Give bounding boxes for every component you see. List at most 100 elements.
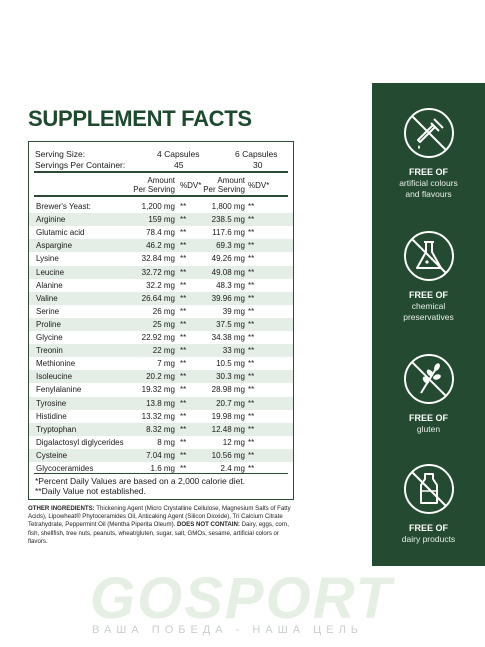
nutrient-name: Leucine — [36, 267, 65, 277]
nutrient-name: Arginine — [36, 215, 66, 225]
amount-4-capsules: 1.6 mg — [150, 464, 175, 473]
footnote-dv: *Percent Daily Values are based on a 2,0… — [35, 476, 246, 486]
nutrient-name: Proline — [36, 319, 61, 329]
nutrient-name: Methionine — [36, 359, 76, 369]
amount-6-capsules: 69.3 mg — [216, 241, 245, 251]
amount-6-capsules: 33 mg — [222, 346, 245, 356]
dv-4-capsules: ** — [180, 280, 187, 290]
amount-4-capsules: 32.84 mg — [141, 254, 175, 264]
nutrient-name: Cysteine — [36, 450, 68, 460]
amount-6-capsules: 39.96 mg — [211, 293, 245, 303]
servings-per-container-label: Servings Per Container: — [35, 160, 126, 170]
per-serving-label: Per Serving — [133, 185, 175, 194]
amount-6-capsules: 49.26 mg — [211, 254, 245, 264]
table-row: Serine 26 mg ** 39 mg ** — [29, 305, 293, 318]
feature-line: and flavours — [405, 189, 452, 199]
col1-servings: 45 — [174, 160, 184, 170]
other-ingredients-label: OTHER INGREDIENTS: — [28, 505, 95, 512]
table-row: Glycine 22.92 mg ** 34.38 mg ** — [29, 331, 293, 344]
amount-4-capsules: 7.04 mg — [146, 450, 175, 460]
feature-line: artificial colours — [399, 178, 458, 188]
nutrient-name: Valine — [36, 293, 58, 303]
dv-4-capsules: ** — [180, 424, 187, 434]
dv-4-capsules: ** — [180, 398, 187, 408]
amount-6-capsules: 2.4 mg — [220, 464, 245, 473]
dv-6-capsules: ** — [248, 228, 255, 238]
feature-title: FREE OF — [408, 167, 448, 177]
dv-6-capsules: ** — [248, 333, 255, 342]
divider-thick — [34, 171, 288, 173]
col2-amount-header: Amount Per Serving — [203, 176, 245, 194]
dv-4-capsules: ** — [180, 333, 187, 342]
dv-6-capsules: ** — [248, 293, 255, 303]
dv-6-capsules: ** — [248, 372, 255, 382]
nutrient-name: Glycine — [36, 333, 63, 342]
amount-6-capsules: 12 mg — [222, 437, 245, 447]
col1-amount-header: Amount Per Serving — [133, 176, 175, 194]
does-not-contain-label: DOES NOT CONTAIN: — [177, 521, 240, 529]
dv-4-capsules: ** — [180, 464, 187, 473]
dv-4-capsules: ** — [180, 202, 187, 211]
amount-4-capsules: 20.2 mg — [146, 372, 175, 382]
nutrient-name: Digalactosyl diglycerides — [36, 437, 124, 447]
amount-6-capsules: 12.48 mg — [211, 424, 245, 434]
table-row: Tryptophan 8.32 mg ** 12.48 mg ** — [29, 422, 293, 436]
watermark-tagline: ВАША ПОБЕДА - НАША ЦЕЛЬ — [92, 624, 364, 636]
feature-title: FREE OF — [408, 413, 448, 423]
other-ingredients: OTHER INGREDIENTS: Thickening Agent (Mic… — [28, 505, 296, 546]
feature-line: chemical — [411, 301, 446, 311]
nutrient-name: Glutamic acid — [36, 228, 85, 238]
dv-4-capsules: ** — [180, 346, 187, 356]
col1-serving-size: 4 Capsules — [157, 149, 200, 159]
amount-4-capsules: 1,200 mg — [141, 202, 175, 211]
table-row: Valine 26.64 mg ** 39.96 mg ** — [29, 291, 293, 305]
amount-4-capsules: 32.2 mg — [146, 280, 175, 290]
amount-4-capsules: 32.72 mg — [141, 267, 175, 277]
amount-6-capsules: 1,800 mg — [211, 202, 245, 211]
amount-6-capsules: 48.3 mg — [216, 280, 245, 290]
amount-6-capsules: 238.5 mg — [211, 215, 245, 225]
amount-6-capsules: 49.08 mg — [211, 267, 245, 277]
dv-4-capsules: ** — [180, 411, 187, 421]
dv-6-capsules: ** — [248, 437, 255, 447]
nutrient-name: Glycoceramides — [36, 464, 94, 473]
table-row: Treonin 22 mg ** 33 mg ** — [29, 344, 293, 358]
amount-4-capsules: 8.32 mg — [146, 424, 175, 434]
dv-6-capsules: ** — [248, 306, 255, 316]
dv-4-capsules: ** — [180, 437, 187, 447]
amount-label: Amount — [217, 176, 245, 185]
divider-thin — [34, 473, 288, 474]
amount-4-capsules: 13.8 mg — [146, 398, 175, 408]
amount-label: Amount — [147, 176, 175, 185]
table-row: Isoleucine 20.2 mg ** 30.3 mg ** — [29, 370, 293, 384]
dv-4-capsules: ** — [180, 359, 187, 369]
dv-6-capsules: ** — [248, 215, 255, 225]
amount-6-capsules: 39 mg — [222, 306, 245, 316]
col2-serving-size: 6 Capsules — [235, 149, 278, 159]
dv-4-capsules: ** — [180, 228, 187, 238]
dv-4-capsules: ** — [180, 293, 187, 303]
feature-no-gluten: FREE OF gluten — [372, 351, 485, 435]
dv-6-capsules: ** — [248, 202, 255, 211]
watermark-brand: GOSPORT — [90, 566, 393, 631]
dv-4-capsules: ** — [180, 450, 187, 460]
dv-6-capsules: ** — [248, 241, 255, 251]
amount-4-capsules: 8 mg — [157, 437, 175, 447]
table-row: Cysteine 7.04 mg ** 10.56 mg ** — [29, 448, 293, 462]
nutrient-name: Tryptophan — [36, 424, 77, 434]
table-row: Glycoceramides 1.6 mg ** 2.4 mg ** — [29, 462, 293, 475]
dv-6-capsules: ** — [248, 280, 255, 290]
amount-6-capsules: 10.5 mg — [216, 359, 245, 369]
amount-4-capsules: 26 mg — [152, 306, 175, 316]
amount-6-capsules: 30.3 mg — [216, 372, 245, 382]
dv-4-capsules: ** — [180, 372, 187, 382]
feature-no-artificial: FREE OF artificial colours and flavours — [372, 105, 485, 200]
per-serving-label: Per Serving — [203, 185, 245, 194]
no-flask-icon — [403, 231, 454, 281]
dv-6-capsules: ** — [248, 319, 255, 329]
amount-4-capsules: 159 mg — [148, 215, 175, 225]
table-row: Alanine 32.2 mg ** 48.3 mg ** — [29, 279, 293, 292]
feature-title: FREE OF — [408, 523, 448, 533]
dv-6-capsules: ** — [248, 267, 255, 277]
dv-6-capsules: ** — [248, 359, 255, 369]
